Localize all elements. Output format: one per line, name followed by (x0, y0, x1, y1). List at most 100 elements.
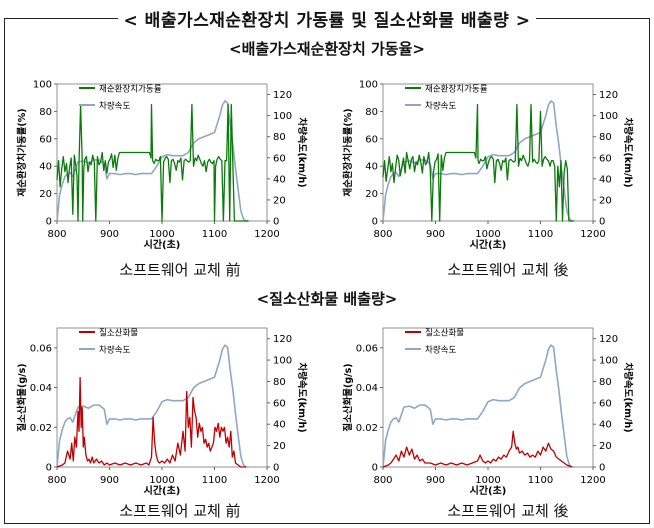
chart-2: 800 900 1000 1100 12000204060801000204060801… (342, 80, 634, 252)
y2-tick-label: 0 (599, 217, 605, 228)
y2-tick-label: 120 (273, 334, 292, 345)
y2-tick-label: 40 (273, 174, 286, 185)
y-tick-label: 0 (372, 217, 378, 228)
x-tick-label: 1000 (475, 229, 500, 240)
legend-label: 차량속도 (99, 101, 130, 112)
y-tick-label: 0 (46, 217, 52, 228)
legend-label: 재순환장치가동률 (99, 84, 162, 95)
y-axis-label: 재순환장치가동률(%) (342, 108, 354, 196)
caption-before-top: 소프트웨어 교체 前 (119, 261, 241, 279)
caption-before-bottom: 소프트웨어 교체 前 (119, 502, 241, 520)
y2-tick-label: 60 (599, 153, 612, 164)
y2-tick-label: 0 (273, 463, 279, 474)
section-title-recirculation: <배출가스재순환장치 가동율> (229, 40, 425, 58)
series-line-vehicle-speed (56, 344, 249, 468)
y2-tick-label: 20 (599, 441, 612, 452)
x-tick-label: 1000 (149, 229, 174, 240)
x-tick-label: 900 (100, 475, 119, 486)
x-axis-label: 시간(초) (470, 484, 507, 497)
y2-tick-label: 80 (273, 377, 286, 388)
y-tick-label: 100 (33, 80, 52, 91)
y-tick-label: 0 (372, 463, 378, 474)
y2-tick-label: 20 (273, 441, 286, 452)
x-tick-label: 900 (426, 229, 445, 240)
legend-label: 질소산화물 (99, 328, 138, 339)
series-line-vehicle-speed (382, 100, 575, 222)
y-tick-label: 80 (365, 107, 378, 118)
x-tick-label: 800 (373, 475, 392, 486)
x-tick-label: 900 (426, 475, 445, 486)
x-tick-label: 1200 (580, 229, 605, 240)
y2-tick-label: 60 (273, 398, 286, 409)
y2-tick-label: 100 (599, 111, 618, 122)
y2-tick-label: 120 (273, 90, 292, 101)
main-title: < 배출가스재순환장치 가동률 및 질소산화물 배출량 > (0, 6, 654, 31)
y2-tick-label: 80 (273, 132, 286, 143)
y2-tick-label: 20 (273, 195, 286, 206)
x-tick-label: 1100 (528, 475, 553, 486)
series-line-primary (382, 430, 573, 468)
y2-tick-label: 120 (599, 90, 618, 101)
y2-axis-label: 차량속도(km/h) (296, 362, 308, 432)
series-line-primary (56, 376, 246, 468)
x-tick-label: 800 (47, 475, 66, 486)
y-tick-label: 40 (365, 162, 378, 173)
y-tick-label: 100 (359, 80, 378, 91)
y2-tick-label: 60 (273, 153, 286, 164)
y-axis-label: 질소산화물(g/s) (16, 363, 28, 431)
y-tick-label: 20 (365, 189, 378, 200)
y-tick-label: 0.02 (30, 423, 52, 434)
x-tick-label: 1200 (254, 229, 279, 240)
legend-label: 차량속도 (425, 101, 456, 112)
x-tick-label: 1100 (528, 229, 553, 240)
chart-4: 800 900 1000 1100 120000.020.040.06020406080… (342, 328, 634, 498)
y-tick-label: 80 (39, 107, 52, 118)
x-tick-label: 800 (47, 229, 66, 240)
caption-after-bottom: 소프트웨어 교체 後 (447, 502, 569, 520)
y2-axis-label: 차량속도(km/h) (622, 362, 634, 432)
x-tick-label: 900 (100, 229, 119, 240)
y-tick-label: 20 (39, 189, 52, 200)
y-tick-label: 0.02 (356, 423, 378, 434)
legend-label: 차량속도 (425, 345, 456, 356)
y-tick-label: 60 (365, 134, 378, 145)
x-tick-label: 1100 (202, 229, 227, 240)
chart-3: 800 900 1000 1100 120000.020.040.06020406080… (16, 328, 308, 498)
legend-label: 질소산화물 (425, 328, 464, 339)
y2-tick-label: 40 (273, 420, 286, 431)
y-tick-label: 0.04 (30, 383, 52, 394)
x-axis-label: 시간(초) (144, 484, 181, 497)
y-tick-label: 60 (39, 134, 52, 145)
x-tick-label: 1000 (149, 475, 174, 486)
y2-tick-label: 40 (599, 174, 612, 185)
y2-tick-label: 80 (599, 377, 612, 388)
x-tick-label: 800 (373, 229, 392, 240)
y2-tick-label: 100 (273, 356, 292, 367)
y2-tick-label: 80 (599, 132, 612, 143)
chart-1: 800 900 1000 1100 12000204060801000204060801… (16, 80, 308, 252)
y2-axis-label: 차량속도(km/h) (296, 117, 308, 187)
y-tick-label: 0 (46, 463, 52, 474)
x-tick-label: 1200 (254, 475, 279, 486)
series-line-primary (56, 103, 249, 222)
x-tick-label: 1000 (475, 475, 500, 486)
legend-label: 재순환장치가동률 (425, 84, 488, 95)
y2-tick-label: 120 (599, 334, 618, 345)
x-tick-label: 1200 (580, 475, 605, 486)
series-line-primary (382, 103, 574, 222)
y2-axis-label: 차량속도(km/h) (622, 117, 634, 187)
y2-tick-label: 40 (599, 420, 612, 431)
y2-tick-label: 100 (599, 356, 618, 367)
y2-tick-label: 100 (273, 111, 292, 122)
x-axis-label: 시간(초) (144, 238, 181, 251)
x-axis-label: 시간(초) (470, 238, 507, 251)
series-line-vehicle-speed (382, 344, 575, 468)
y-tick-label: 40 (39, 162, 52, 173)
y2-tick-label: 20 (599, 195, 612, 206)
section-title-nox: <질소산화물 배출량> (256, 290, 398, 308)
y-tick-label: 0.06 (30, 343, 52, 354)
caption-after-top: 소프트웨어 교체 後 (447, 261, 569, 279)
y2-tick-label: 60 (599, 398, 612, 409)
y2-tick-label: 0 (599, 463, 605, 474)
